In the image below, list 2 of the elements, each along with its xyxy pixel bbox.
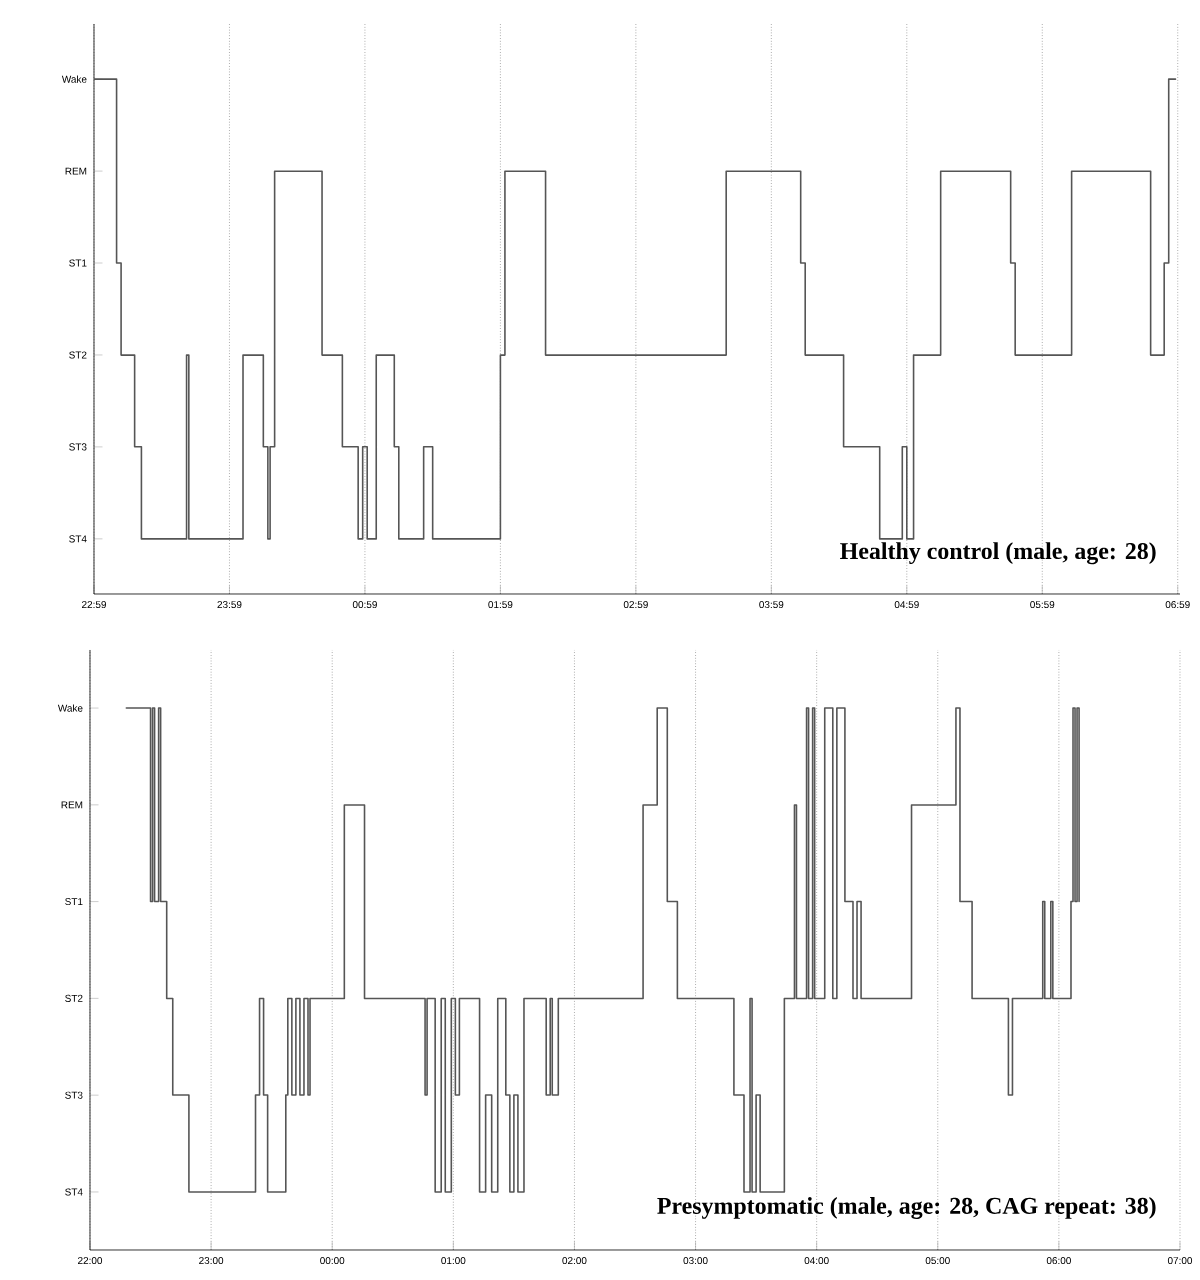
annotation: Healthy control (male, age: 28) xyxy=(840,542,1157,565)
annotation: Presymptomatic (male, age: 28, CAG repeat: 38) xyxy=(657,1197,1156,1219)
